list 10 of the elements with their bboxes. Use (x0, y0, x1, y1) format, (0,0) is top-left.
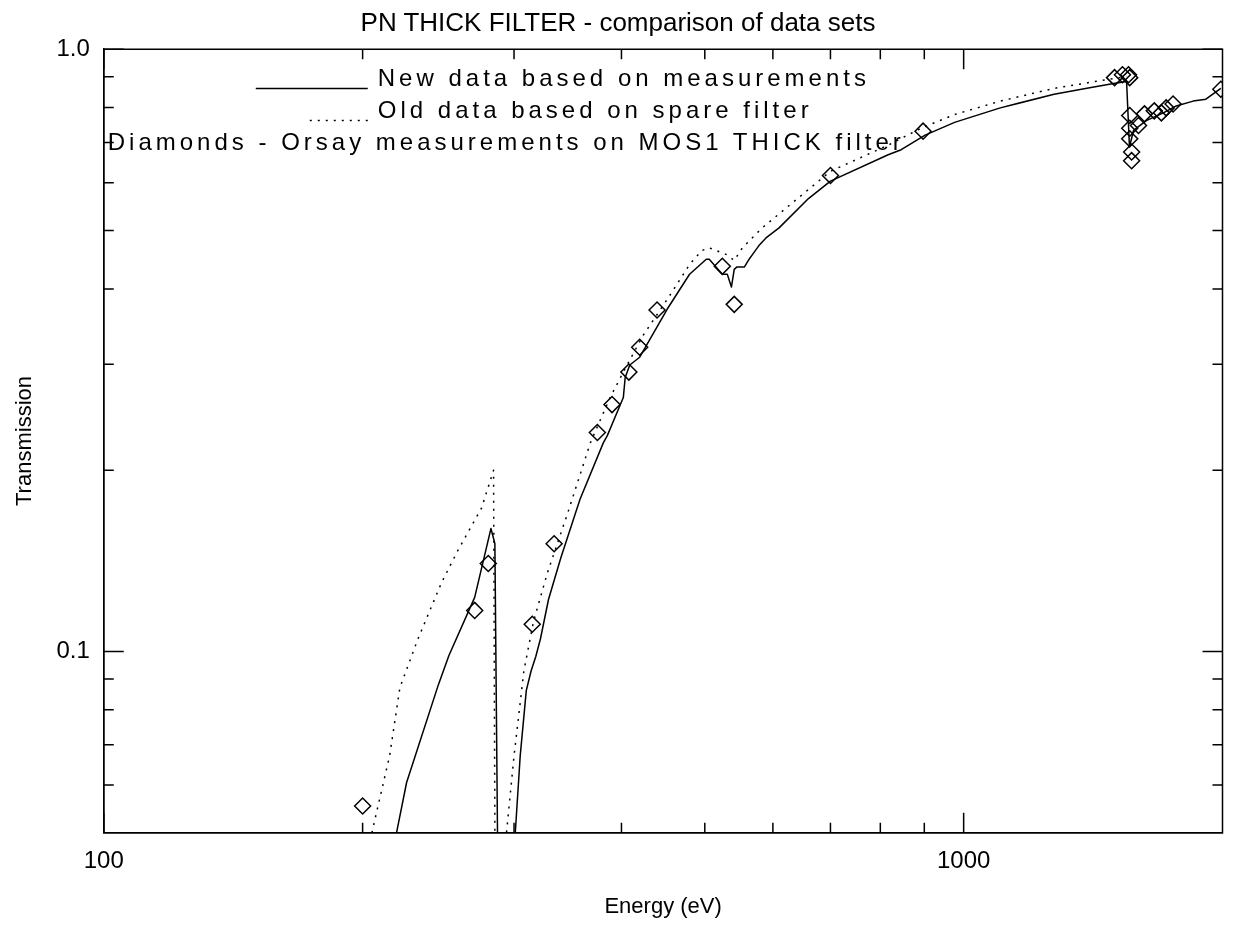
x-tick-label: 1000 (936, 845, 991, 873)
y-axis-title: Transmission (11, 376, 37, 506)
legend-label: Old data based on spare filter (377, 95, 813, 123)
series-label: Diamonds - Orsay measurements on MOS1 THICK filter (107, 127, 905, 155)
x-tick-label: 100 (83, 845, 124, 873)
chart-title: PN THICK FILTER - comparison of data sets (360, 6, 876, 37)
x-axis-title: Energy (eV) (604, 892, 722, 918)
y-tick-label: 1.0 (56, 33, 90, 61)
legend-label: New data based on measurements (377, 63, 870, 91)
y-tick-label: 0.1 (56, 636, 90, 664)
